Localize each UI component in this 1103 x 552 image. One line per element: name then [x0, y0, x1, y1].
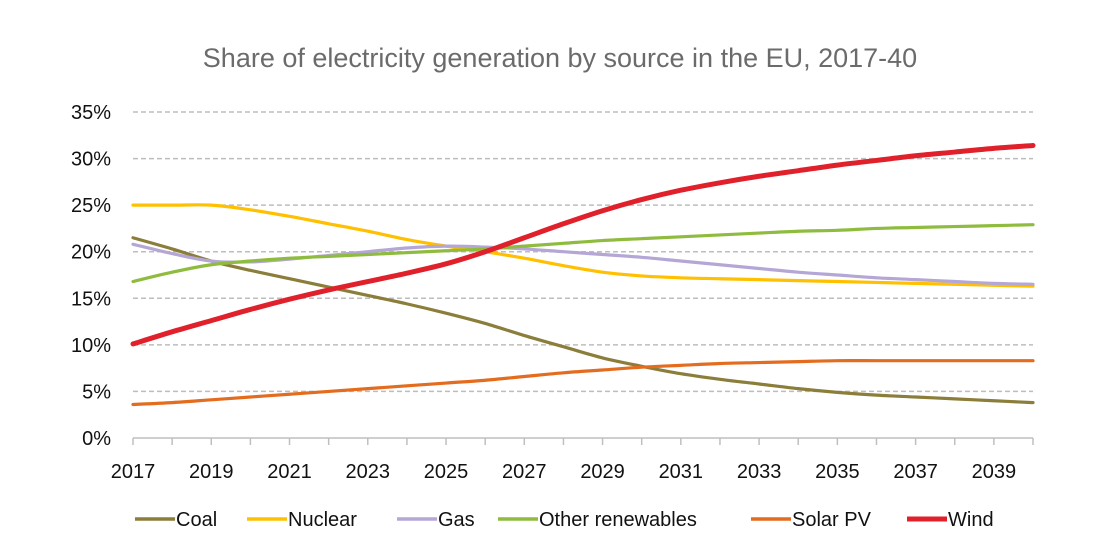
series-line-other-renewables	[131, 223, 1035, 284]
x-tick-label: 2025	[424, 461, 469, 483]
x-tick-label: 2021	[267, 461, 312, 483]
x-tick-label: 2017	[111, 461, 156, 483]
legend-label-coal: Coal	[176, 509, 217, 531]
legend-label-solar-pv: Solar PV	[792, 509, 872, 531]
x-tick-label: 2029	[580, 461, 625, 483]
x-tick-label: 2035	[815, 461, 860, 483]
legend-label-wind: Wind	[948, 509, 994, 531]
legend-label-nuclear: Nuclear	[288, 509, 357, 531]
y-axis-ticks: 0% 5% 10% 15% 20% 25% 30% 35%	[71, 102, 111, 450]
y-tick-label: 20%	[71, 242, 111, 264]
legend-label-gas: Gas	[438, 509, 475, 531]
x-axis-ticks: 2017 2019 2021 2023 2025 2027 2029 2031 2033 2035…	[111, 438, 1034, 483]
y-tick-label: 25%	[71, 195, 111, 217]
x-tick-label: 2039	[972, 461, 1017, 483]
y-tick-label: 15%	[71, 288, 111, 310]
x-tick-label: 2023	[346, 461, 391, 483]
y-tick-label: 35%	[71, 102, 111, 124]
series-line-gas	[131, 242, 1035, 286]
x-tick-label: 2031	[659, 461, 704, 483]
series-line-wind	[130, 143, 1036, 347]
y-tick-label: 5%	[82, 381, 111, 403]
legend-label-other-renewables: Other renewables	[539, 509, 697, 531]
series-line-nuclear	[131, 203, 1035, 288]
y-tick-label: 30%	[71, 149, 111, 171]
legend: Coal Nuclear Gas Other renewables Solar PV Wi…	[135, 509, 994, 531]
chart-title: Share of electricity generation by sourc…	[203, 43, 917, 73]
y-tick-label: 0%	[82, 428, 111, 450]
series-line-solar-pv	[131, 359, 1035, 407]
series-lines	[130, 143, 1036, 407]
y-tick-label: 10%	[71, 335, 111, 357]
x-tick-label: 2037	[893, 461, 938, 483]
series-line-coal	[131, 236, 1035, 405]
x-tick-label: 2033	[737, 461, 782, 483]
x-tick-label: 2027	[502, 461, 547, 483]
x-tick-label: 2019	[189, 461, 234, 483]
